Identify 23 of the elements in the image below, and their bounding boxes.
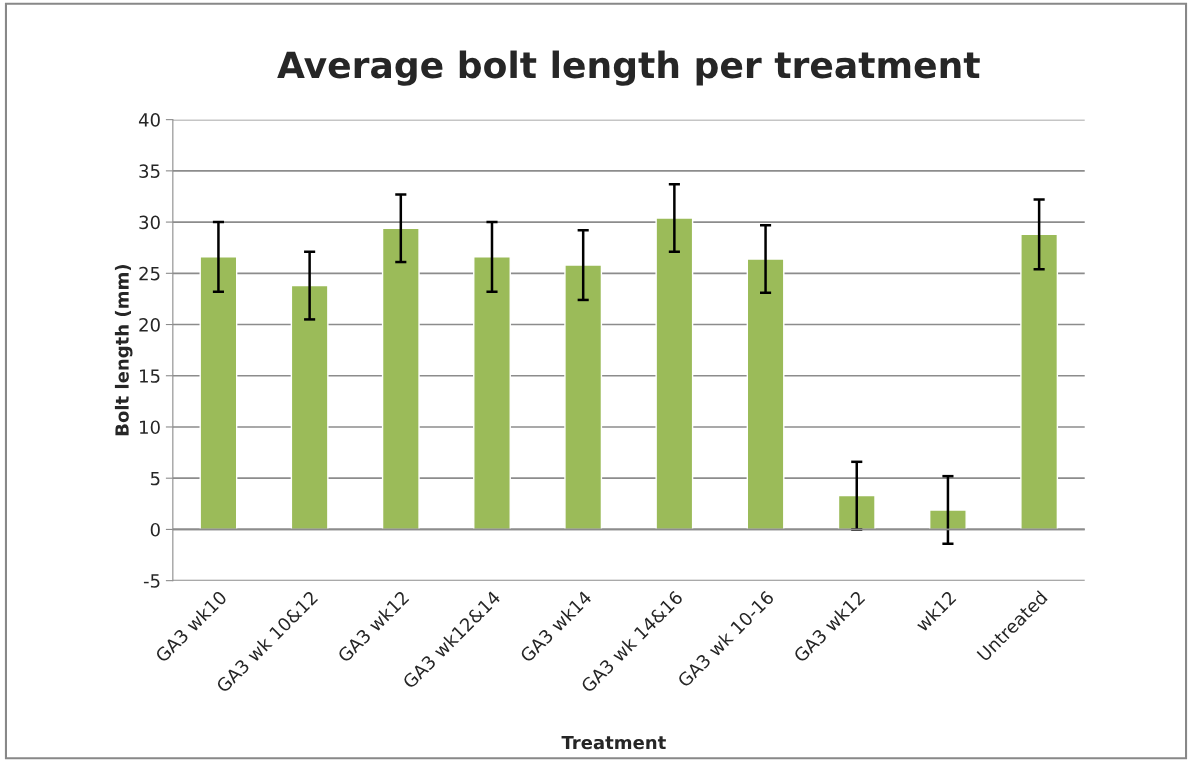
y-tick-label: 5 [150,471,160,486]
bar [290,284,329,531]
y-tick-label: 40 [138,113,160,127]
bar [1020,233,1059,531]
y-tick-label: 35 [139,164,160,178]
chart-title: Average bolt length per treatment [277,50,980,86]
bar [473,256,511,531]
y-tick-label: 25 [139,266,160,281]
bar [929,509,967,531]
y-tick-label: 30 [139,215,160,230]
y-tick-label: 20 [139,317,160,332]
y-tick-label: 10 [140,420,160,435]
bar [837,494,876,531]
y-tick-label: 15 [140,369,160,383]
y-axis-title: Bolt length (mm) [114,265,133,436]
bar [564,264,603,531]
bar [381,227,420,531]
y-tick-label: 0 [150,522,160,537]
bar [199,256,238,531]
y-tick-label: -5 [143,574,160,588]
bar [746,258,785,531]
x-axis-title: Treatment [561,735,666,750]
bar [655,217,694,531]
